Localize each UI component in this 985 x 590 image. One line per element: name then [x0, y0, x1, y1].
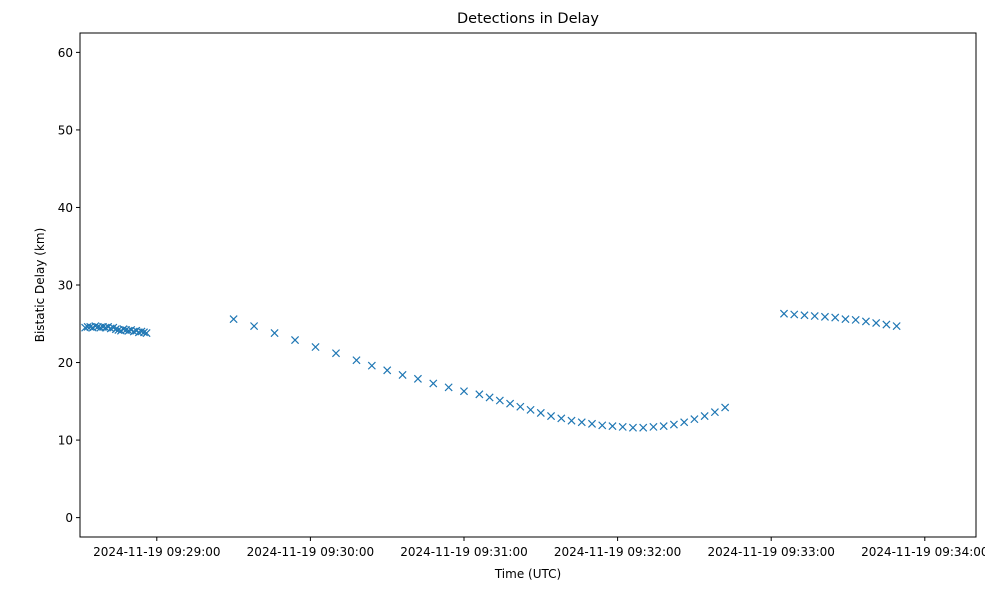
data-point	[577, 418, 586, 427]
data-point	[516, 402, 525, 411]
data-point	[137, 327, 146, 336]
data-point	[608, 422, 617, 431]
data-point	[557, 414, 566, 423]
data-point	[139, 328, 149, 337]
data-point	[872, 318, 881, 328]
y-tick-label: 30	[58, 279, 73, 293]
data-point	[429, 379, 438, 388]
data-point	[475, 390, 484, 399]
data-point	[413, 374, 422, 383]
x-tick-label: 2024-11-19 09:34:00	[861, 545, 985, 559]
data-point	[119, 325, 128, 334]
data-point	[91, 322, 100, 331]
data-point	[861, 317, 870, 326]
data-point	[567, 416, 576, 425]
data-point	[291, 336, 300, 345]
data-point	[810, 311, 819, 321]
x-axis: 2024-11-19 09:29:00 2024-11-19 09:30:00 20…	[93, 537, 985, 559]
data-point	[311, 343, 320, 352]
data-point	[618, 422, 627, 431]
data-point	[536, 408, 545, 417]
data-point	[639, 423, 648, 432]
data-point	[790, 310, 799, 319]
data-point	[526, 405, 535, 414]
x-tick-label: 2024-11-19 09:31:00	[400, 545, 527, 559]
data-point	[111, 325, 120, 334]
data-point	[721, 403, 730, 412]
data-point	[649, 422, 658, 431]
data-point	[831, 313, 840, 322]
data-point	[142, 329, 151, 338]
data-point	[690, 415, 699, 424]
data-point	[506, 399, 515, 408]
data-point	[587, 419, 597, 428]
track-2-series	[229, 315, 730, 432]
data-point	[820, 312, 829, 321]
data-point	[444, 383, 453, 392]
data-point	[485, 393, 494, 402]
data-point	[495, 396, 504, 405]
data-point	[598, 421, 607, 430]
data-point	[669, 420, 678, 429]
data-point	[270, 329, 279, 338]
data-point	[851, 315, 860, 324]
data-point	[547, 412, 556, 421]
data-point	[229, 315, 238, 324]
axes-frame	[79, 32, 977, 538]
data-point	[841, 315, 850, 324]
x-axis-label: Time (UTC)	[494, 567, 561, 581]
data-point	[659, 422, 668, 431]
plot-area	[81, 309, 901, 432]
y-tick-label: 60	[58, 46, 73, 60]
y-axis: 0 10 20 30 40 50 60	[58, 46, 80, 525]
y-tick-label: 0	[65, 511, 73, 525]
y-tick-label: 10	[58, 434, 73, 448]
data-point	[383, 366, 392, 375]
data-point	[352, 356, 361, 365]
data-point	[779, 309, 789, 318]
data-point	[892, 322, 901, 331]
data-point	[367, 361, 376, 370]
y-tick-label: 50	[58, 123, 73, 137]
y-axis-label: Bistatic Delay (km)	[33, 228, 47, 343]
x-tick-label: 2024-11-19 09:29:00	[93, 545, 220, 559]
track-3-series	[779, 309, 901, 331]
track-1-series	[81, 322, 151, 338]
data-point	[680, 418, 689, 427]
data-point	[710, 408, 719, 417]
chart-title: Detections in Delay	[457, 11, 599, 27]
data-point	[700, 412, 709, 421]
x-tick-label: 2024-11-19 09:30:00	[247, 545, 374, 559]
data-point	[331, 349, 341, 358]
data-point	[628, 423, 637, 432]
data-point	[800, 311, 809, 320]
data-point	[459, 387, 469, 396]
y-tick-label: 20	[58, 356, 73, 370]
x-tick-label: 2024-11-19 09:33:00	[707, 545, 834, 559]
y-tick-label: 40	[58, 201, 73, 215]
data-point	[882, 320, 891, 329]
data-point	[250, 322, 259, 331]
x-tick-label: 2024-11-19 09:32:00	[554, 545, 681, 559]
data-point	[398, 370, 407, 379]
